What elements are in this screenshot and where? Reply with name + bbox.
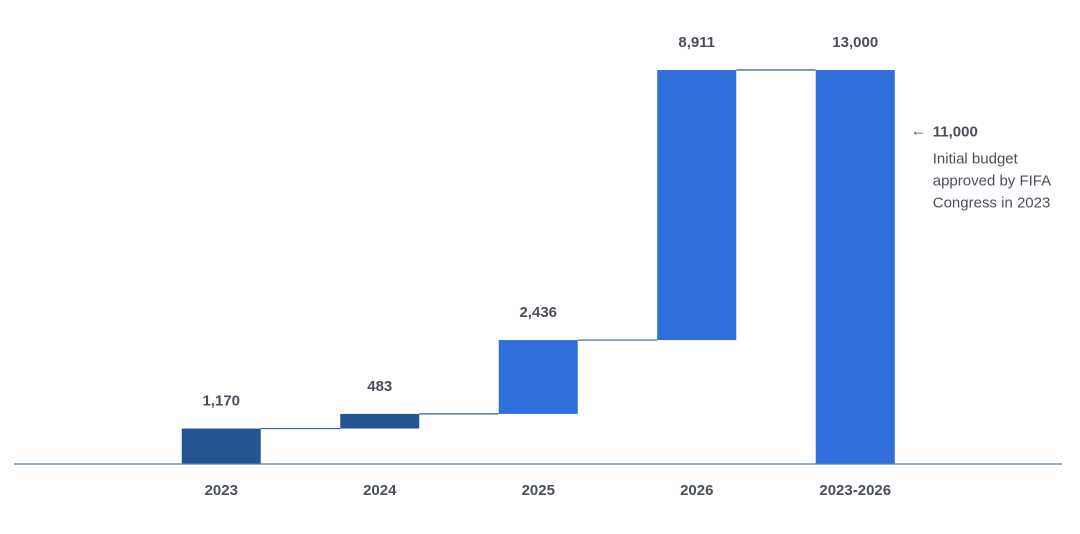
annotation-text-line: Initial budget (933, 151, 1019, 168)
annotation-text-line: approved by FIFA (933, 173, 1051, 190)
data-label-2025: 2,436 (519, 304, 557, 321)
x-tick-label: 2025 (522, 482, 555, 499)
data-label-2023-2026: 13,000 (832, 34, 878, 51)
bar-2025 (498, 340, 578, 414)
x-tick-label: 2024 (363, 482, 397, 499)
data-label-2024: 483 (367, 378, 392, 395)
bar-2026 (657, 70, 737, 341)
x-tick-labels-layer: 2023 2024 2025 2026 2023-2026 (205, 482, 892, 499)
data-label-2023: 1,170 (202, 393, 240, 410)
x-tick-label: 2026 (680, 482, 713, 499)
budget-annotation: ← 11,000 Initial budget approved by FIFA… (911, 123, 1051, 212)
bar-2023-2026 (815, 70, 895, 464)
value-labels-layer: 1,170 483 2,436 8,911 13,000 (202, 34, 878, 410)
x-tick-label: 2023 (205, 482, 238, 499)
annotation-text-line: Congress in 2023 (933, 195, 1051, 212)
data-label-2026: 8,911 (678, 34, 715, 51)
x-tick-label: 2023-2026 (819, 482, 891, 499)
annotation-arrow-icon: ← (911, 123, 926, 140)
bar-2024 (340, 413, 420, 429)
bars-layer (181, 70, 895, 464)
annotation-value: 11,000 (933, 124, 978, 141)
bar-2023 (181, 428, 261, 464)
connectors-layer (260, 69, 816, 430)
